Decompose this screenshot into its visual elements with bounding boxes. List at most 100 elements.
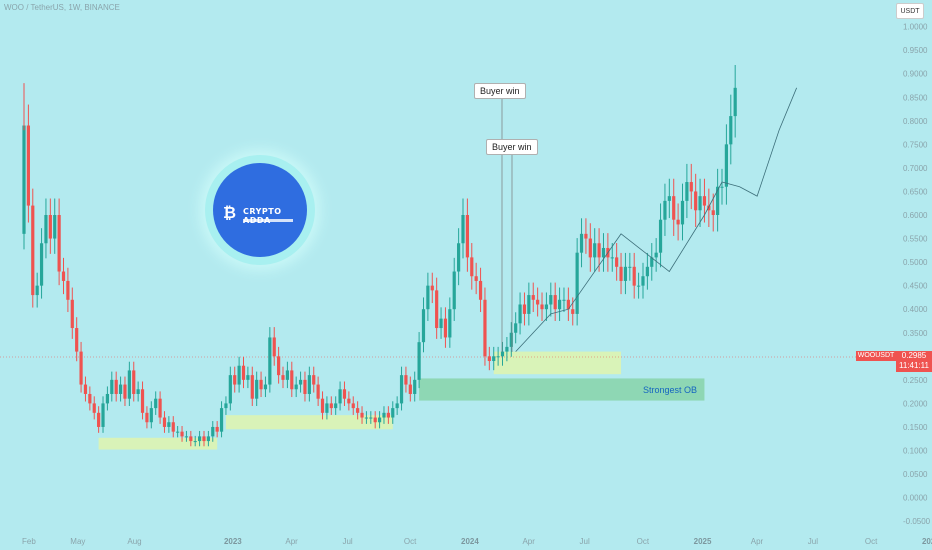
candle-body: [733, 87, 737, 117]
candle-body: [97, 412, 101, 427]
candle-body: [448, 309, 452, 338]
candle-body: [347, 398, 351, 404]
candle-body: [83, 384, 88, 394]
candle-body: [360, 412, 364, 418]
ticker-tag: WOOUSDT: [856, 351, 896, 361]
candle-body: [53, 215, 57, 239]
candle-body: [198, 436, 202, 442]
candle-body: [452, 271, 456, 310]
y-tick-label: 0.2500: [903, 376, 928, 385]
candle-body: [114, 379, 118, 394]
candle-body: [118, 384, 123, 394]
candle-body: [237, 365, 241, 385]
candle-body: [211, 426, 215, 437]
candle-body: [39, 243, 44, 286]
y-tick-label: 1.0000: [903, 23, 928, 32]
x-tick-label: May: [70, 537, 85, 546]
candle-body: [571, 309, 575, 314]
y-tick-label: 0.2000: [903, 399, 928, 408]
candle-body: [123, 384, 127, 399]
candle-body: [716, 186, 720, 215]
candle-body: [667, 196, 671, 201]
projected-path: [515, 87, 798, 352]
candle-body: [61, 271, 66, 281]
candle-body: [601, 247, 606, 258]
x-tick-label: 2025: [694, 537, 712, 546]
candle-body: [566, 299, 570, 310]
candle-body: [158, 398, 162, 418]
candle-body: [162, 417, 167, 427]
logo-underline: [243, 219, 293, 222]
candle-body: [35, 285, 39, 296]
y-tick-label: 0.0000: [903, 494, 928, 503]
candle-body: [615, 257, 619, 267]
candle-body: [184, 436, 189, 438]
candle-body: [623, 266, 628, 281]
candle-body: [650, 257, 654, 267]
candle-body: [356, 408, 360, 413]
candle-body: [443, 318, 448, 338]
candle-body: [75, 328, 79, 352]
candle-body: [474, 276, 478, 281]
candle-body: [250, 375, 254, 399]
x-tick-label: Aug: [127, 537, 141, 546]
candle-body: [597, 243, 601, 258]
candle-body: [531, 295, 535, 300]
candle-body: [672, 196, 676, 220]
candle-body: [342, 389, 347, 399]
candle-body: [711, 210, 715, 215]
candle-body: [496, 356, 500, 358]
candle-body: [386, 412, 390, 418]
candle-body: [66, 280, 70, 300]
candle-body: [522, 304, 527, 314]
candle-body: [303, 379, 307, 394]
candle-body: [132, 370, 136, 394]
currency-selector[interactable]: USDT: [896, 3, 924, 19]
candle-body: [88, 393, 92, 404]
candle-body: [654, 252, 658, 258]
candle-body: [610, 257, 614, 259]
candle-body: [48, 215, 52, 239]
buyer-win-callout-2[interactable]: Buyer win: [486, 139, 538, 155]
candle-body: [70, 299, 74, 329]
candle-body: [105, 393, 110, 404]
candle-body: [92, 403, 96, 413]
candle-body: [588, 238, 592, 258]
candle-body: [641, 276, 645, 286]
y-tick-label: 0.1000: [903, 447, 928, 456]
candle-body: [575, 252, 579, 314]
candle-body: [505, 346, 509, 352]
y-tick-label: -0.0500: [903, 517, 931, 526]
y-tick-label: 0.3500: [903, 329, 928, 338]
candle-body: [22, 125, 26, 234]
candle-body: [426, 285, 430, 310]
candle-body: [285, 370, 289, 380]
candle-body: [193, 441, 197, 443]
candle-body: [720, 186, 724, 188]
candle-body: [698, 196, 702, 211]
x-tick-label: 2024: [461, 537, 479, 546]
candle-body: [307, 375, 311, 394]
candle-body: [680, 200, 685, 225]
x-tick-label: 2026: [922, 537, 932, 546]
candle-body: [145, 412, 149, 423]
candle-body: [430, 285, 434, 291]
y-tick-label: 0.6500: [903, 187, 928, 196]
candle-body: [579, 233, 584, 253]
candle-body: [518, 304, 522, 324]
buyer-win-callout-1[interactable]: Buyer win: [474, 83, 526, 99]
strongest-ob-zone: [419, 378, 705, 401]
candle-body: [435, 290, 439, 329]
x-tick-label: Apr: [522, 537, 535, 546]
y-tick-label: 0.7500: [903, 140, 928, 149]
y-tick-label: 0.6000: [903, 211, 928, 220]
x-tick-label: Jul: [580, 537, 590, 546]
candle-body: [325, 403, 329, 413]
y-tick-label: 0.0500: [903, 470, 928, 479]
candle-body: [320, 398, 325, 413]
candle-body: [382, 412, 386, 418]
bar-countdown: 11:41:11: [899, 361, 929, 370]
candle-body: [228, 375, 232, 404]
